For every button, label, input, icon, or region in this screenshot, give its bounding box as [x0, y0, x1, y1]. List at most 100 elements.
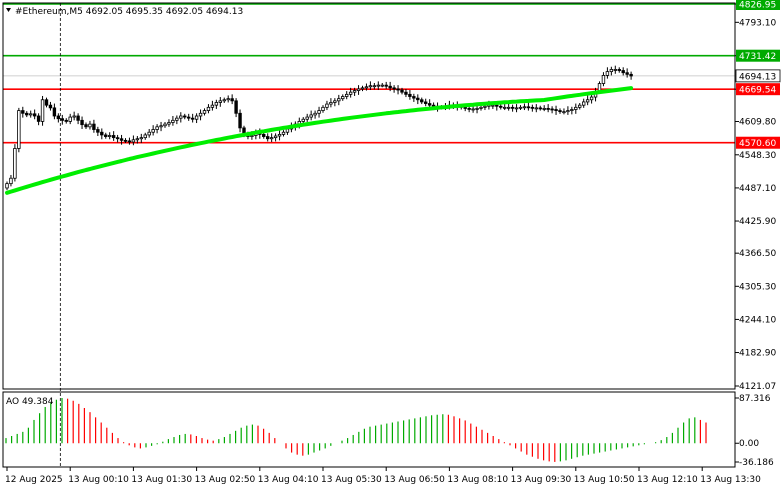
candle-body	[5, 183, 9, 189]
price-tick-label: 4121.07	[739, 382, 776, 392]
candle-body	[108, 135, 112, 137]
candle-body	[250, 135, 254, 137]
candle-body	[392, 87, 396, 90]
candle-body	[190, 117, 195, 120]
candle-body	[285, 128, 290, 133]
candle-body	[554, 109, 558, 111]
level-tag-label: 4826.95	[739, 1, 776, 11]
candle-body	[538, 107, 542, 110]
candle-body	[400, 89, 404, 93]
candle-body	[96, 129, 100, 133]
candle-body	[578, 104, 582, 108]
candle-body	[479, 106, 483, 109]
time-tick-label: 13 Aug 05:30	[321, 475, 382, 485]
candle-body	[76, 115, 80, 121]
level-tag-label: 4669.54	[739, 86, 776, 96]
candle-body	[388, 85, 392, 89]
candle-body	[72, 115, 76, 118]
candle-body	[514, 107, 519, 110]
candle-body	[621, 70, 625, 74]
candle-body	[404, 91, 408, 95]
moving-average-line	[5, 86, 634, 195]
candle-body	[574, 106, 578, 110]
candle-body	[506, 106, 511, 109]
candle-body	[17, 110, 21, 149]
candle-body	[352, 90, 357, 93]
candle-body	[483, 105, 487, 108]
time-tick-label: 13 Aug 04:10	[258, 475, 319, 485]
candle-body	[613, 69, 617, 71]
candle-body	[495, 104, 499, 107]
candle-body	[360, 87, 365, 90]
candle-body	[364, 86, 369, 89]
candle-body	[151, 129, 155, 133]
candle-body	[21, 110, 25, 114]
candle-body	[139, 137, 143, 140]
candle-body	[542, 108, 546, 110]
candle-body	[313, 112, 317, 116]
candle-body	[186, 116, 191, 119]
candle-body	[384, 84, 388, 87]
candle-body	[416, 97, 420, 101]
candle-body	[135, 138, 140, 141]
candle-body	[344, 93, 349, 97]
candle-body	[526, 106, 531, 109]
candle-body	[605, 71, 610, 76]
candle-body	[56, 115, 61, 120]
price-tick-label: 4793.10	[739, 18, 776, 28]
candle-body	[420, 99, 424, 103]
candle-body	[163, 123, 167, 127]
candle-body	[143, 134, 147, 139]
candle-body	[341, 96, 345, 100]
candle-body	[427, 103, 432, 106]
candle-body	[412, 96, 416, 99]
candle-body	[534, 107, 538, 110]
candle-body	[585, 99, 590, 103]
ao-tick-label: 0.00	[739, 439, 759, 449]
candle-body	[155, 126, 159, 130]
time-tick-label: 13 Aug 01:30	[131, 475, 192, 485]
price-tick-label: 4182.90	[739, 349, 776, 359]
price-tick-label: 4487.10	[739, 184, 776, 194]
candle-body	[80, 119, 84, 126]
level-tag	[736, 0, 780, 10]
candle-body	[499, 105, 503, 108]
candle-body	[273, 135, 278, 139]
candle-body	[36, 115, 41, 122]
candle-body	[471, 108, 475, 111]
candle-body	[317, 110, 321, 114]
candle-body	[127, 140, 132, 143]
current-price-tag	[735, 69, 781, 83]
price-tick-label: 4548.30	[739, 151, 776, 161]
candle-body	[617, 69, 621, 71]
candle-body	[238, 112, 242, 129]
candle-body	[376, 84, 380, 87]
candle-body	[183, 115, 187, 118]
level-tag	[736, 49, 780, 62]
current-price-label: 4694.13	[739, 72, 776, 82]
candle-body	[518, 106, 523, 109]
candle-body	[265, 136, 270, 140]
candle-body	[333, 100, 337, 103]
candle-body	[368, 85, 373, 88]
candle-body	[32, 113, 37, 117]
time-tick-label: 13 Aug 02:50	[195, 475, 256, 485]
candle-body	[123, 139, 128, 142]
candle-body	[230, 98, 234, 102]
candle-body	[214, 102, 219, 106]
candle-body	[601, 75, 606, 84]
candle-body	[277, 133, 282, 137]
time-tick-label: 13 Aug 06:50	[384, 475, 445, 485]
candle-body	[348, 91, 353, 95]
candle-body	[325, 103, 329, 108]
candle-body	[546, 108, 550, 110]
candle-body	[68, 116, 72, 122]
time-tick-label: 13 Aug 09:30	[511, 475, 572, 485]
candle-body	[625, 72, 629, 75]
ao-tick-label: 87.316	[739, 394, 771, 404]
candle-body	[52, 107, 57, 117]
candle-body	[550, 108, 554, 111]
time-tick-label: 13 Aug 08:10	[447, 475, 508, 485]
